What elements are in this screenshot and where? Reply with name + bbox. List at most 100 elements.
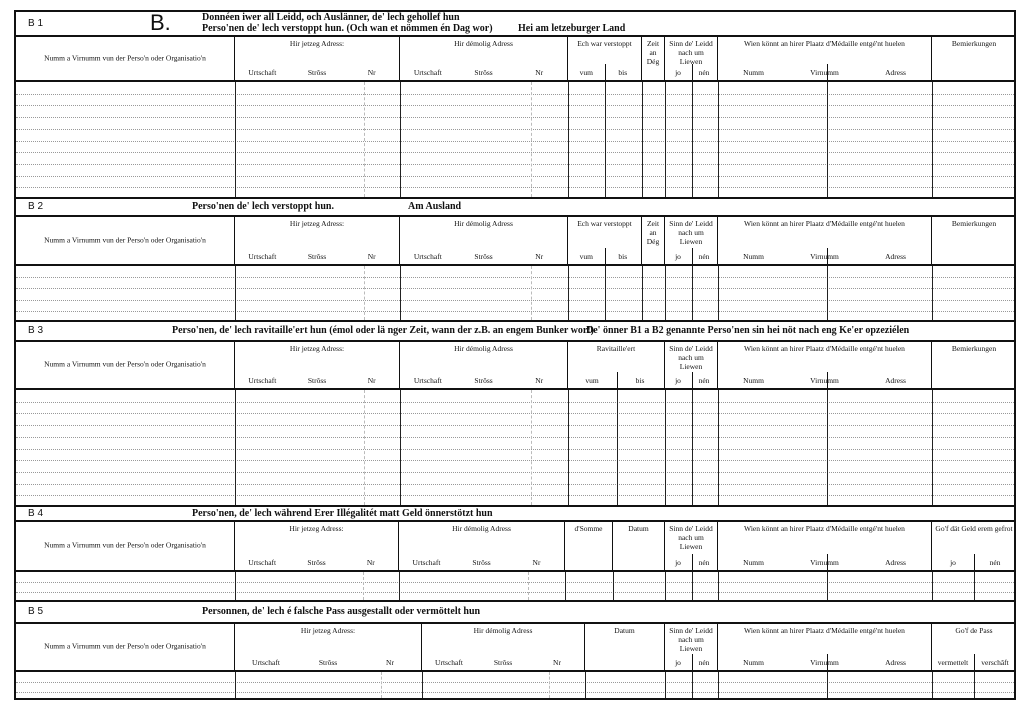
column-header: Sinn de' Leidd nach um Liewen jo nén <box>665 35 718 80</box>
subheader-divider <box>691 654 693 670</box>
entry-row[interactable] <box>16 448 1014 450</box>
column-header-label: Hir démolig Adress <box>454 219 513 228</box>
subheader-divider <box>691 64 693 80</box>
column-subheader: Strôss <box>474 252 493 261</box>
column-subheader: verschâft <box>981 658 1009 667</box>
column-subheader: bis <box>618 68 628 77</box>
column-subheader: Adress <box>885 558 906 567</box>
entry-row[interactable] <box>16 401 1014 403</box>
entry-row[interactable] <box>16 310 1014 312</box>
column-subheader: Nr <box>367 68 376 77</box>
column-divider <box>235 572 236 600</box>
entry-row[interactable] <box>16 483 1014 485</box>
column-subheaders: jo nén <box>665 558 717 567</box>
column-subheader: Nr <box>366 558 375 567</box>
section-b3: B 3 Perso'nen, de' lech ravitaille'ert hu… <box>14 320 1016 505</box>
subcolumn-divider <box>827 390 829 505</box>
entry-row[interactable] <box>16 277 1014 279</box>
column-subheader: nén <box>698 376 710 385</box>
entry-row[interactable] <box>16 682 1014 683</box>
column-subheader: Urtschaft <box>248 68 277 77</box>
column-header-label: Numm a Virnumm vun der Perso'n oder Orga… <box>44 235 206 244</box>
subheader-divider <box>827 372 829 388</box>
entry-row[interactable] <box>16 436 1014 438</box>
entry-row[interactable] <box>16 140 1014 142</box>
column-divider <box>718 572 719 600</box>
column-subheader: jo <box>675 376 681 385</box>
column-divider <box>665 572 666 600</box>
column-divider <box>932 266 933 320</box>
column-subheaders: jo nén <box>665 68 717 77</box>
subheader-divider <box>616 372 618 388</box>
entry-row[interactable] <box>16 288 1014 290</box>
column-header-label: Numm a Virnumm vun der Perso'n oder Orga… <box>44 359 206 369</box>
column-header: Ravitaille'ert vum bis <box>568 340 665 388</box>
column-subheaders: Urtschaft Strôss Nr <box>399 558 564 567</box>
entry-row[interactable] <box>16 413 1014 415</box>
subcolumn-divider <box>363 390 365 505</box>
entry-row[interactable] <box>16 187 1014 189</box>
column-subheader: Adress <box>885 68 906 77</box>
section-title: Donnéen iwer all Leidd, och Auslänner, d… <box>202 12 493 34</box>
column-header-label: Sinn de' Leidd nach um Liewen <box>669 626 713 653</box>
column-header: Hir démolig Adress Urtschaft Strôss Nr <box>400 35 568 80</box>
column-divider <box>718 390 719 505</box>
column-header: Wien könnt an hirer Plaatz d'Médaille en… <box>718 340 932 388</box>
subcolumn-divider <box>362 572 364 600</box>
section-title-line: Perso'nen de' lech verstoppt hun. (Och w… <box>202 23 493 34</box>
column-subheader: Numm <box>743 658 764 667</box>
column-subheader: nén <box>989 558 1001 567</box>
column-subheader: Adress <box>885 658 906 667</box>
section-title-bar: B 4 Perso'nen, de' lech während Erer Illé… <box>16 507 1014 522</box>
entry-row[interactable] <box>16 105 1014 107</box>
subcolumn-divider <box>549 672 551 698</box>
subcolumn-divider <box>691 672 693 698</box>
column-subheader: Strôss <box>474 68 493 77</box>
column-subheader: Numm <box>743 68 764 77</box>
section-label: B 4 <box>28 507 44 519</box>
section-title-bar: B 3 Perso'nen, de' lech ravitaille'ert hu… <box>16 322 1014 342</box>
column-header-label: Numm a Virnumm vun der Perso'n oder Orga… <box>44 540 206 550</box>
column-header: Numm a Virnumm vun der Perso'n oder Orga… <box>16 622 235 670</box>
column-subheader: Strôss <box>472 558 491 567</box>
entry-row[interactable] <box>16 299 1014 301</box>
entry-row[interactable] <box>16 152 1014 154</box>
entry-row[interactable] <box>16 582 1014 583</box>
column-subheader: Nr <box>535 376 544 385</box>
column-divider <box>642 82 643 197</box>
entry-row[interactable] <box>16 163 1014 165</box>
subheader-divider <box>827 64 829 80</box>
subcolumn-divider <box>974 572 975 600</box>
column-header: Sinn de' Leidd nach um Liewen jo nén <box>665 622 718 670</box>
entry-row[interactable] <box>16 692 1014 693</box>
entry-row[interactable] <box>16 175 1014 177</box>
column-header-label: Bemierkungen <box>951 344 997 353</box>
entry-row[interactable] <box>16 592 1014 593</box>
column-divider <box>565 572 566 600</box>
column-subheaders: Urtschaft Strôss Nr <box>400 252 567 261</box>
column-divider <box>568 390 569 505</box>
column-subheaders: Urtschaft Strôss Nr <box>400 68 567 77</box>
entry-row[interactable] <box>16 93 1014 95</box>
subheader-divider <box>974 654 975 670</box>
column-subheader: nén <box>698 558 710 567</box>
column-header: Go'f de Pass vermettelt verschâft <box>932 622 1016 670</box>
column-subheader: Numm <box>743 558 764 567</box>
column-subheader: Nr <box>532 558 541 567</box>
entry-row[interactable] <box>16 425 1014 427</box>
column-subheaders: Urtschaft Strôss Nr <box>235 658 421 667</box>
entry-row[interactable] <box>16 471 1014 473</box>
column-header: Sinn de' Leidd nach um Liewen jo nén <box>665 520 718 570</box>
column-subheader: Strôss <box>318 658 338 667</box>
entry-row[interactable] <box>16 460 1014 462</box>
section-title: Perso'nen, de' lech ravitaille'ert hun (… <box>172 325 594 336</box>
column-header-label: Sinn de' Leidd nach um Liewen <box>669 219 713 246</box>
column-subheader: Urtschaft <box>248 252 277 261</box>
entry-row[interactable] <box>16 117 1014 119</box>
column-subheader: Adress <box>885 376 906 385</box>
entry-row[interactable] <box>16 128 1014 130</box>
column-header: Numm a Virnumm vun der Perso'n oder Orga… <box>16 520 235 570</box>
entry-row[interactable] <box>16 495 1014 497</box>
section-entry-area <box>16 388 1014 505</box>
column-header: Zeit an Dég <box>642 215 665 264</box>
